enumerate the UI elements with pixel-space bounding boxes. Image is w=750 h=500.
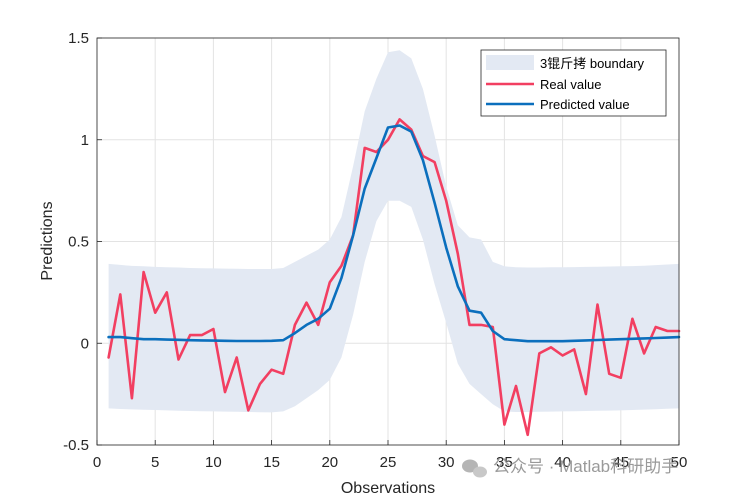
legend-label-band: 3锟斤拷 boundary (540, 56, 645, 71)
y-tick-label-2: 0.5 (68, 234, 89, 251)
x-axis-label: Observations (341, 480, 435, 497)
wechat-icon (462, 459, 487, 478)
x-tick-label-1: 5 (151, 454, 159, 471)
x-tick-label-5: 25 (380, 454, 397, 471)
series-line-predicted (107, 124, 681, 343)
series-layer (107, 118, 681, 437)
x-tick-label-2: 10 (205, 454, 222, 471)
watermark: 公众号 · Matlab科研助手 (462, 457, 678, 478)
legend-label-predicted: Predicted value (540, 97, 630, 112)
x-tick-label-10: 50 (671, 454, 688, 471)
legend: 3锟斤拷 boundary Real value Predicted value (480, 49, 667, 117)
y-tick-label-4: 1.5 (68, 30, 89, 47)
y-axis-label: Predictions (39, 201, 56, 280)
y-tick-label-3: 1 (81, 132, 89, 149)
x-axis-ticks: 0 5 10 15 20 25 30 35 40 45 50 (93, 440, 688, 471)
x-tick-label-0: 0 (93, 454, 101, 471)
x-tick-label-7: 35 (496, 454, 513, 471)
watermark-text: 公众号 · Matlab科研助手 (493, 457, 678, 476)
x-tick-label-8: 40 (554, 454, 571, 471)
y-tick-label-1: 0 (81, 335, 89, 352)
y-tick-label-0: -0.5 (63, 437, 89, 454)
x-tick-label-3: 15 (263, 454, 280, 471)
confidence-band-layer (108, 50, 680, 413)
series-line-real (107, 118, 681, 437)
confidence-band (108, 50, 680, 413)
x-tick-label-9: 45 (612, 454, 629, 471)
x-tick-label-6: 30 (438, 454, 455, 471)
legend-swatch-band (486, 55, 534, 70)
y-axis-ticks: -0.5 0 0.5 1 1.5 (63, 30, 102, 454)
x-tick-label-4: 20 (321, 454, 338, 471)
legend-label-real: Real value (540, 77, 601, 92)
